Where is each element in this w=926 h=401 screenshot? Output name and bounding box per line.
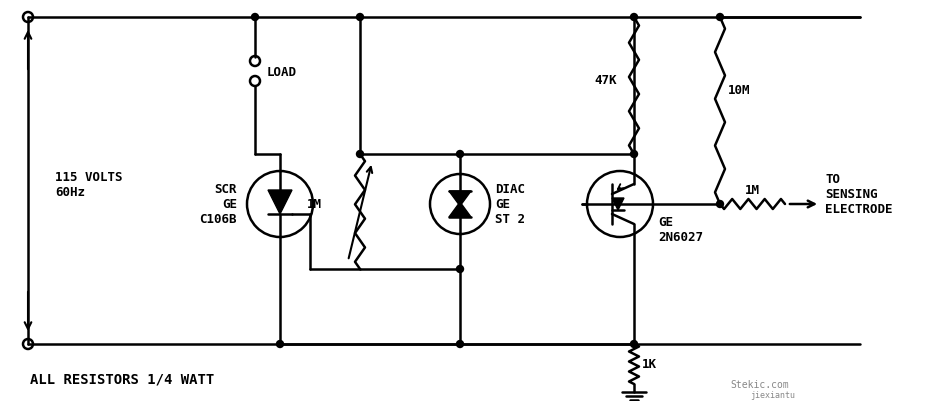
Circle shape — [252, 14, 258, 21]
Circle shape — [631, 341, 637, 348]
Text: ALL RESISTORS 1/4 WATT: ALL RESISTORS 1/4 WATT — [30, 372, 214, 386]
Circle shape — [357, 14, 364, 21]
Circle shape — [457, 151, 464, 158]
Text: GE
2N6027: GE 2N6027 — [658, 215, 703, 243]
Text: LOAD: LOAD — [267, 65, 297, 78]
Text: Stekic.com: Stekic.com — [730, 379, 789, 389]
Text: SCR
GE
C106B: SCR GE C106B — [199, 183, 237, 226]
Circle shape — [717, 14, 723, 21]
Text: 47K: 47K — [594, 73, 617, 86]
Text: TO
SENSING
ELECTRODE: TO SENSING ELECTRODE — [825, 173, 893, 216]
Text: 1M: 1M — [745, 184, 760, 197]
Circle shape — [277, 341, 283, 348]
Polygon shape — [449, 203, 471, 217]
Text: 1M: 1M — [307, 198, 322, 211]
Text: 10M: 10M — [728, 83, 750, 96]
Text: 1K: 1K — [642, 358, 657, 371]
Polygon shape — [449, 192, 471, 207]
Circle shape — [717, 201, 723, 208]
Text: jiexiantu: jiexiantu — [750, 390, 795, 399]
Polygon shape — [612, 198, 624, 211]
Text: DIAC
GE
ST 2: DIAC GE ST 2 — [495, 183, 525, 226]
Circle shape — [457, 341, 464, 348]
Circle shape — [631, 151, 637, 158]
Polygon shape — [268, 190, 292, 215]
Circle shape — [631, 14, 637, 21]
Circle shape — [457, 266, 464, 273]
Circle shape — [357, 151, 364, 158]
Text: 115 VOLTS
60Hz: 115 VOLTS 60Hz — [55, 170, 122, 198]
